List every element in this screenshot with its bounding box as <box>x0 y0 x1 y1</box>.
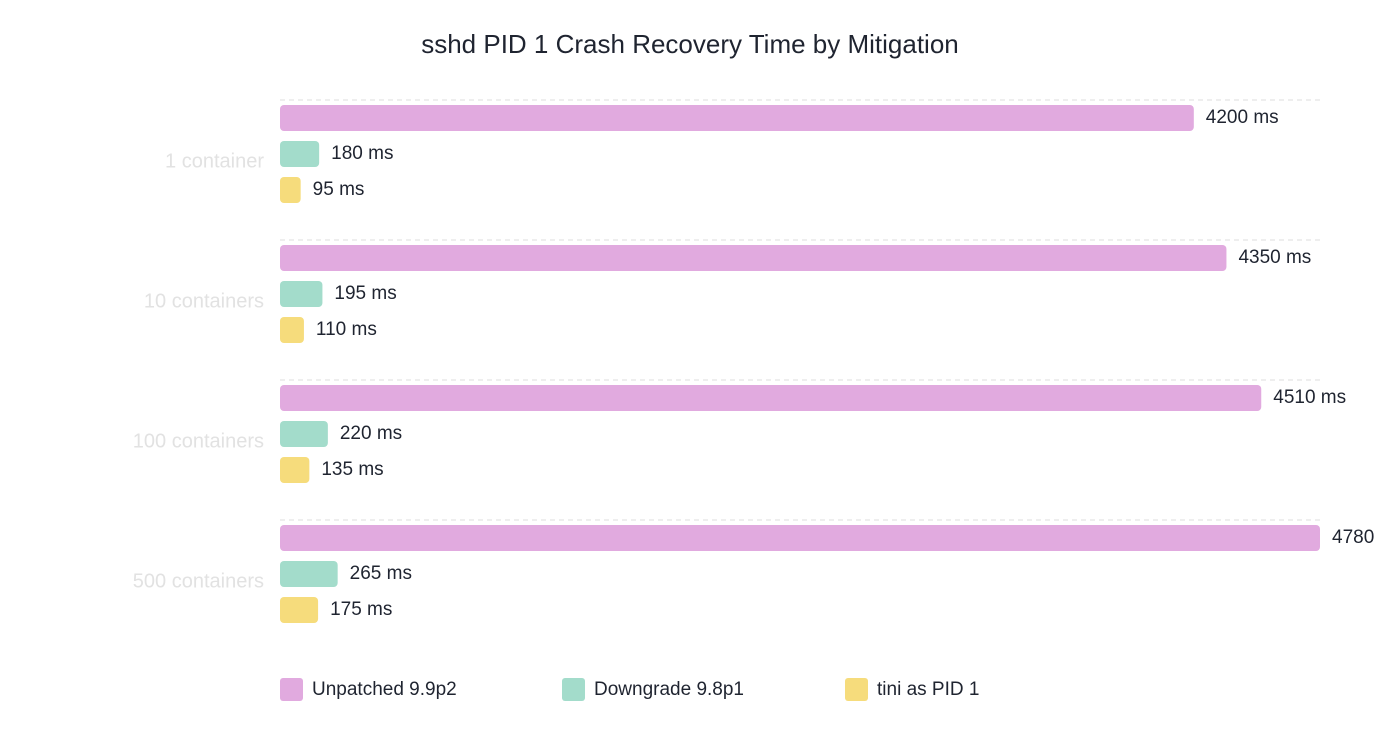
value-label: 195 ms <box>334 283 396 304</box>
legend-swatch <box>562 678 585 701</box>
chart-title: sshd PID 1 Crash Recovery Time by Mitiga… <box>421 29 959 59</box>
bar <box>280 597 319 623</box>
value-label: 220 ms <box>340 423 402 444</box>
bar <box>280 561 338 587</box>
value-label: 180 ms <box>331 143 393 164</box>
category-label: 10 containers <box>144 290 264 312</box>
value-label: 265 ms <box>350 563 412 584</box>
bar <box>280 141 320 167</box>
bar <box>280 317 304 343</box>
bar <box>280 385 1262 411</box>
value-label: 110 ms <box>316 319 377 340</box>
legend-swatch <box>280 678 303 701</box>
category-label: 1 container <box>165 150 264 172</box>
bar <box>280 421 328 447</box>
bar <box>280 245 1227 271</box>
value-label: 95 ms <box>313 179 365 200</box>
bar <box>280 105 1194 131</box>
bar <box>280 281 323 307</box>
value-label: 4350 ms <box>1238 247 1311 268</box>
bar <box>280 457 310 483</box>
value-label: 4510 ms <box>1273 387 1346 408</box>
legend-label: Downgrade 9.8p1 <box>594 679 744 700</box>
value-label: 4780 <box>1332 527 1374 548</box>
legend-label: tini as PID 1 <box>877 679 979 700</box>
legend-swatch <box>845 678 868 701</box>
value-label: 175 ms <box>330 599 392 620</box>
bar <box>280 177 301 203</box>
value-label: 135 ms <box>321 459 383 480</box>
legend-label: Unpatched 9.9p2 <box>312 679 457 700</box>
value-label: 4200 ms <box>1206 107 1279 128</box>
category-label: 500 containers <box>133 570 264 592</box>
category-label: 100 containers <box>133 430 264 452</box>
bar <box>280 525 1320 551</box>
